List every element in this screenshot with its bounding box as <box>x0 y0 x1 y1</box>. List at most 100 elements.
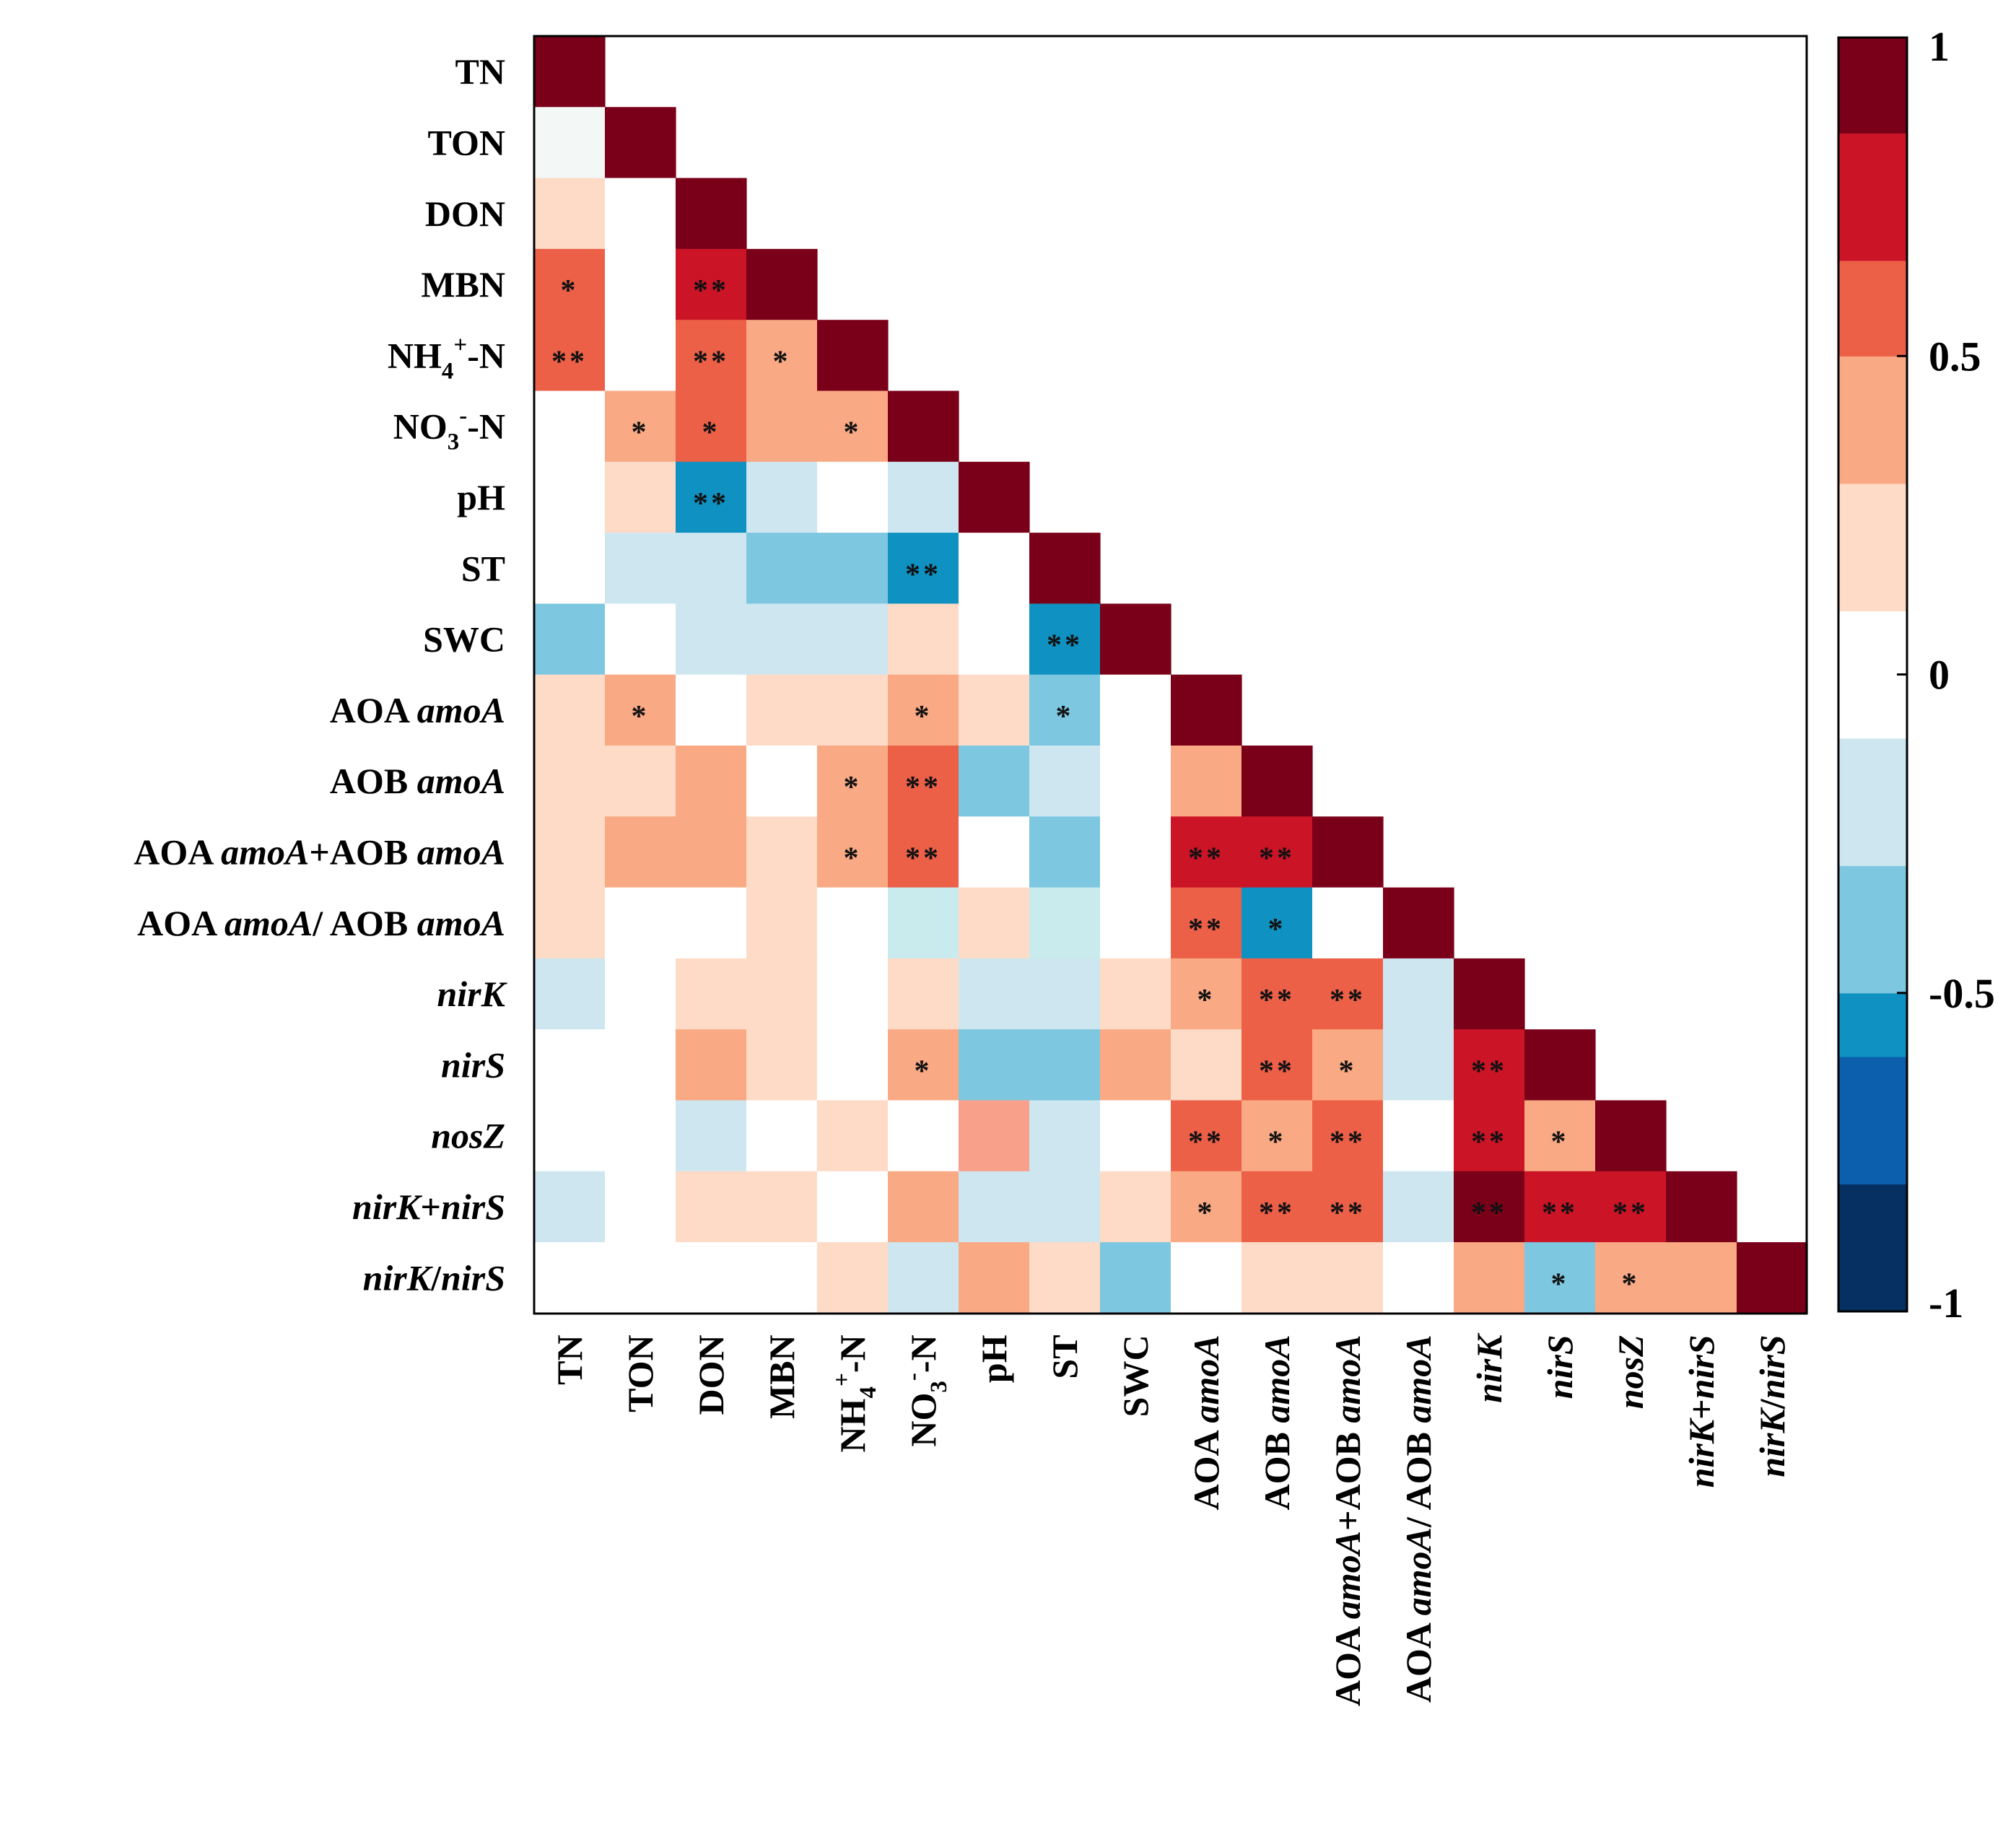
heatmap-cell-nosz-swc <box>1100 1100 1171 1172</box>
significance-marker: ** <box>1188 913 1224 946</box>
heatmap-cell-nirk-nirs-tn <box>534 1242 606 1314</box>
heatmap-cell-no3-n-nh4-n <box>817 390 889 463</box>
heatmap-cell-nirk-nirs-st <box>1029 1242 1101 1314</box>
significance-marker: * <box>915 700 933 733</box>
row-label-aoa-amoa-aob-amoa: AOA amoA+AOB amoA <box>134 832 505 873</box>
heatmap-cell-aob-amoa-ph <box>959 746 1030 817</box>
heatmap-cell-nirk-no3-n <box>888 958 959 1030</box>
heatmap-cell-swc-nh4-n <box>817 603 889 676</box>
significance-marker: * <box>1268 913 1286 946</box>
heatmap-cell-nirk-nirs-aoa-amoa <box>1171 1171 1242 1243</box>
heatmap-cell-swc-tn <box>534 603 606 676</box>
heatmap-cell-nirk-nirs-nirk-nirs <box>1666 1242 1737 1314</box>
significance-marker: ** <box>905 771 941 804</box>
plot-frame <box>533 35 1808 1315</box>
heatmap-cell-nirk-nirs-no3-n <box>888 1242 959 1314</box>
column-label-swc: SWC <box>1115 1334 1156 1417</box>
heatmap-cell-swc-st <box>1029 603 1101 676</box>
heatmap-cell-nirk-nirs-swc <box>1100 1242 1171 1314</box>
heatmap-cell-aob-amoa-aoa-amoa <box>1171 746 1242 817</box>
heatmap-cell-nirs-nh4-n <box>817 1029 889 1101</box>
heatmap-cell-nirs-no3-n <box>888 1029 959 1101</box>
significance-marker: * <box>844 771 862 804</box>
heatmap-cell-nirs-aob-amoa <box>1242 1029 1313 1101</box>
heatmap-cell-aoa-amoa-aob-amoa-ph <box>959 816 1030 888</box>
heatmap-cell-nirk-st <box>1029 958 1101 1030</box>
significance-marker: * <box>1268 1126 1286 1159</box>
significance-marker: * <box>1622 1267 1640 1301</box>
heatmap-cell-nosz-mbn <box>746 1100 818 1172</box>
heatmap-cell-nirs-st <box>1029 1029 1101 1101</box>
heatmap-cell-nirs-mbn <box>746 1029 818 1101</box>
heatmap-cell-nirs-nirk <box>1454 1029 1525 1101</box>
column-label-aoa-amoa-aob-amoa: AOA amoA/ AOB amoA <box>1398 1334 1439 1703</box>
heatmap-cell-aoa-amoa-st <box>1029 674 1101 746</box>
significance-marker: ** <box>1330 984 1366 1017</box>
heatmap-cell-nirk-nirs-nh4-n <box>817 1171 889 1243</box>
colorbar-tick-label: 0 <box>1929 652 1950 699</box>
significance-marker: * <box>632 416 650 450</box>
heatmap-cell-nosz-aoa-amoa-aob-amoa <box>1383 1100 1454 1172</box>
heatmap-cell-st-st <box>1029 533 1101 604</box>
heatmap-cell-aoa-amoa-aob-amoa-ton <box>605 816 676 888</box>
row-label-nosz: nosZ <box>431 1116 505 1156</box>
heatmap-cell-nosz-aob-amoa <box>1242 1100 1313 1172</box>
heatmap-cell-aob-amoa-nh4-n <box>817 746 889 817</box>
significance-marker: ** <box>693 345 729 378</box>
heatmap-cell-aob-amoa-ton <box>605 746 676 817</box>
heatmap-cell-st-no3-n <box>888 533 959 604</box>
heatmap-cell-aoa-amoa-aob-amoa-tn <box>534 816 606 888</box>
heatmap-cell-nirk-nirs-no3-n <box>888 1171 959 1243</box>
heatmap-cell-nirs-aoa-amoa-aob-amoa <box>1383 1029 1454 1101</box>
significance-marker: * <box>844 416 862 450</box>
heatmap-cell-nirk-nh4-n <box>817 958 889 1030</box>
heatmap-cell-nirk-nirs-aoa-amoa-aob-amoa <box>1312 1242 1384 1314</box>
heatmap-cell-aoa-amoa-nh4-n <box>817 674 889 746</box>
column-label-nirk: nirK <box>1469 1332 1509 1403</box>
heatmap-cell-no3-n-tn <box>534 390 606 463</box>
heatmap-cell-aoa-amoa-aoa-amoa <box>1171 674 1242 746</box>
colorbar-bin-1 <box>1838 1057 1907 1185</box>
heatmap-cell-nirk-nirs-aoa-amoa-aob-amoa <box>1312 1171 1384 1243</box>
heatmap-cell-nosz-nirk <box>1454 1100 1525 1172</box>
row-label-ton: TON <box>428 123 505 163</box>
heatmap-cell-nosz-aoa-amoa-aob-amoa <box>1312 1100 1384 1172</box>
significance-marker: ** <box>1259 842 1295 875</box>
heatmap-cell-aoa-amoa-aob-amoa-ph <box>959 887 1030 959</box>
colorbar-bin-2 <box>1838 992 1907 1057</box>
heatmap-cell-aoa-amoa-mbn <box>746 674 818 746</box>
heatmap-cell-nirk-nirs-aoa-amoa-aob-amoa <box>1383 1171 1454 1243</box>
colorbar-tick-label: 0.5 <box>1929 333 1981 380</box>
significance-marker: ** <box>1471 1197 1507 1230</box>
heatmap-cell-don-don <box>676 178 747 250</box>
heatmap-cell-nirs-aoa-amoa <box>1171 1029 1242 1101</box>
significance-marker: ** <box>1471 1054 1507 1088</box>
heatmap-cell-aoa-amoa-swc <box>1100 674 1171 746</box>
heatmap-cell-nirk-nirs-aoa-amoa-aob-amoa <box>1383 1242 1454 1314</box>
column-label-aob-amoa: AOB amoA <box>1257 1334 1297 1510</box>
heatmap-cell-nirk-nirs-mbn <box>746 1171 818 1243</box>
heatmap-cell-nosz-don <box>676 1100 747 1172</box>
heatmap-cell-nirk-nirs-nirk-nirs <box>1737 1242 1808 1314</box>
heatmap-cell-aoa-amoa-aob-amoa-ton <box>605 887 676 959</box>
heatmap-cell-aoa-amoa-aob-amoa-aoa-amoa-aob-amoa <box>1312 816 1384 888</box>
heatmap-cell-nirk-nirs-don <box>676 1171 747 1243</box>
heatmap-cell-aob-amoa-swc <box>1100 746 1171 817</box>
significance-marker: * <box>632 700 650 733</box>
significance-marker: ** <box>905 842 941 875</box>
heatmap-cell-swc-ph <box>959 603 1030 676</box>
column-label-nosz: nosZ <box>1610 1334 1651 1409</box>
significance-marker: ** <box>1471 1126 1507 1159</box>
heatmap-cell-aob-amoa-aob-amoa <box>1242 746 1313 817</box>
heatmap-cell-aoa-amoa-aob-amoa-swc <box>1100 887 1171 959</box>
heatmap-cell-don-ton <box>605 178 676 250</box>
significance-marker: ** <box>693 274 729 307</box>
heatmap-cell-nirs-aoa-amoa-aob-amoa <box>1312 1029 1384 1101</box>
heatmap-cell-nirk-nirs-ton <box>605 1171 676 1243</box>
heatmap-cell-aoa-amoa-aob-amoa-nh4-n <box>817 887 889 959</box>
heatmap-cell-aoa-amoa-aob-amoa-swc <box>1100 816 1171 888</box>
column-label-nh4-n: NH4+-N <box>829 1334 881 1452</box>
significance-marker: * <box>844 842 862 875</box>
row-label-tn: TN <box>455 51 505 92</box>
